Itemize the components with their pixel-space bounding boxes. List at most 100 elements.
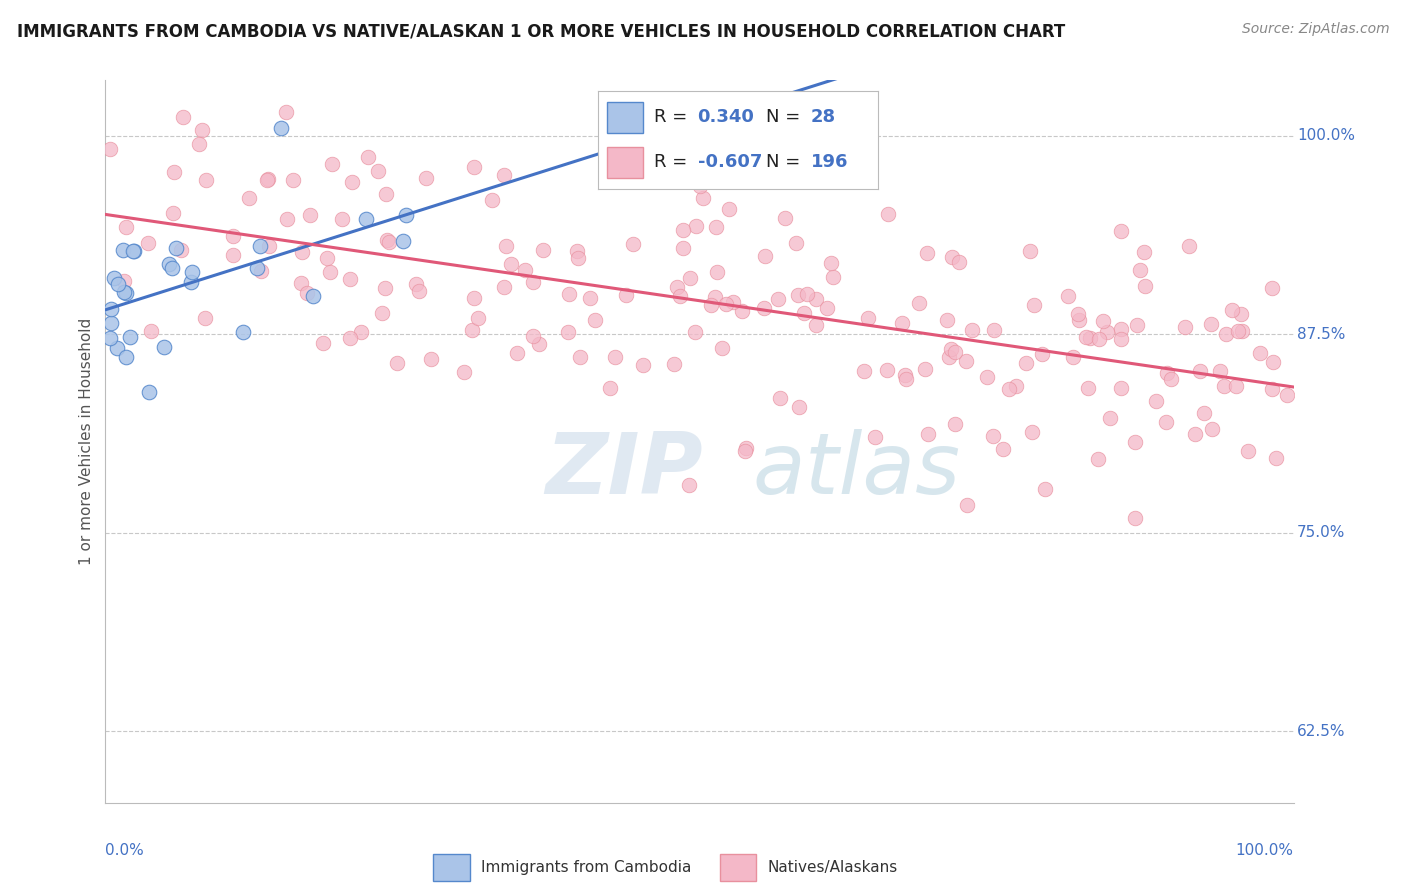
Point	[222, 228, 245, 243]
Point	[1015, 356, 1038, 370]
Point	[114, 350, 136, 364]
Point	[1062, 350, 1084, 364]
Point	[1225, 379, 1247, 393]
Point	[983, 323, 1005, 337]
Point	[1109, 224, 1132, 238]
Point	[270, 120, 292, 135]
Text: ZIP: ZIP	[546, 429, 703, 512]
Text: 87.5%: 87.5%	[1298, 326, 1346, 342]
Point	[1125, 318, 1147, 333]
Point	[100, 142, 122, 156]
Point	[711, 341, 734, 355]
Point	[1209, 364, 1232, 378]
Point	[666, 280, 689, 294]
Point	[683, 326, 706, 340]
Point	[295, 286, 318, 301]
Point	[948, 255, 970, 269]
Point	[319, 265, 342, 279]
Point	[896, 372, 918, 386]
Point	[276, 211, 298, 226]
Point	[453, 365, 475, 379]
Point	[1237, 444, 1260, 458]
Point	[785, 235, 807, 250]
Point	[941, 250, 963, 264]
Point	[769, 391, 792, 405]
Point	[603, 350, 626, 364]
Point	[495, 238, 517, 252]
Point	[583, 313, 606, 327]
Text: 62.5%: 62.5%	[1298, 723, 1346, 739]
FancyBboxPatch shape	[720, 855, 756, 881]
Point	[1087, 332, 1109, 346]
Point	[1123, 435, 1146, 450]
Text: -0.607: -0.607	[697, 153, 762, 171]
Point	[955, 353, 977, 368]
Point	[256, 173, 278, 187]
Point	[191, 123, 214, 137]
Point	[955, 498, 977, 512]
Point	[915, 246, 938, 260]
Point	[350, 325, 373, 339]
Point	[1125, 510, 1147, 524]
Point	[876, 207, 898, 221]
Text: R =: R =	[654, 153, 693, 171]
Point	[939, 342, 962, 356]
Point	[1109, 322, 1132, 336]
Point	[111, 244, 134, 258]
Point	[717, 202, 740, 217]
Point	[415, 170, 437, 185]
Point	[938, 351, 960, 365]
Point	[115, 285, 138, 300]
Point	[943, 417, 966, 431]
Point	[796, 287, 818, 301]
Point	[935, 313, 957, 327]
Point	[621, 236, 644, 251]
Text: N =: N =	[766, 153, 806, 171]
Point	[405, 277, 427, 291]
Point	[672, 223, 695, 237]
Point	[170, 243, 193, 257]
Point	[1265, 450, 1288, 465]
Point	[631, 358, 654, 372]
Y-axis label: 1 or more Vehicles in Household: 1 or more Vehicles in Household	[79, 318, 94, 566]
Point	[960, 323, 983, 337]
Point	[1192, 406, 1215, 420]
Point	[1263, 355, 1285, 369]
Point	[815, 301, 838, 316]
Point	[1277, 388, 1299, 402]
Point	[374, 281, 396, 295]
Point	[387, 355, 409, 369]
Point	[685, 219, 707, 233]
Point	[1230, 325, 1253, 339]
Point	[115, 219, 138, 234]
Point	[998, 382, 1021, 396]
Point	[731, 303, 754, 318]
Point	[312, 336, 335, 351]
Point	[1004, 379, 1026, 393]
Point	[522, 275, 544, 289]
Point	[793, 306, 815, 320]
Point	[180, 275, 202, 289]
Point	[1160, 372, 1182, 386]
Point	[354, 212, 377, 227]
Point	[163, 165, 186, 179]
Point	[222, 248, 245, 262]
Point	[1076, 330, 1098, 344]
Point	[569, 350, 592, 364]
Point	[162, 206, 184, 220]
Point	[1057, 288, 1080, 302]
Point	[876, 363, 898, 377]
Text: IMMIGRANTS FROM CAMBODIA VS NATIVE/ALASKAN 1 OR MORE VEHICLES IN HOUSEHOLD CORRE: IMMIGRANTS FROM CAMBODIA VS NATIVE/ALASK…	[17, 22, 1066, 40]
Point	[1135, 279, 1157, 293]
Point	[787, 288, 810, 302]
Point	[908, 296, 931, 310]
Point	[856, 310, 879, 325]
Point	[893, 368, 915, 383]
Text: 0.340: 0.340	[697, 109, 755, 127]
Point	[1021, 425, 1043, 440]
Point	[558, 286, 581, 301]
Point	[678, 271, 700, 285]
Point	[672, 241, 695, 255]
Text: 100.0%: 100.0%	[1298, 128, 1355, 144]
Point	[993, 442, 1015, 456]
